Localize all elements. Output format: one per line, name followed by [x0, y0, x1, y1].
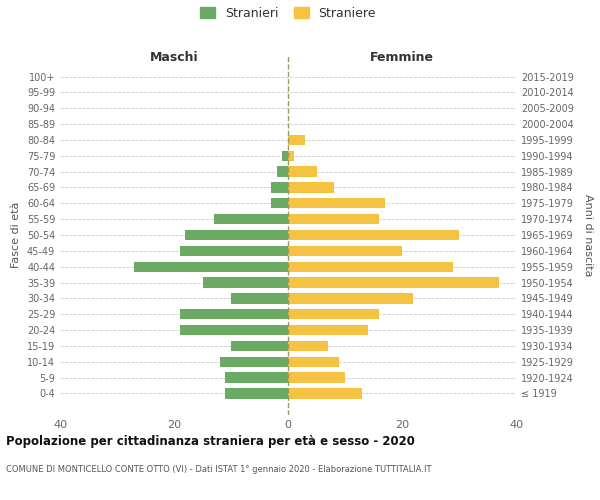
- Bar: [288, 182, 334, 192]
- Y-axis label: Fasce di età: Fasce di età: [11, 202, 21, 268]
- Bar: [288, 372, 345, 383]
- Bar: [288, 325, 368, 335]
- Bar: [271, 182, 288, 192]
- Bar: [180, 309, 288, 320]
- Bar: [288, 230, 459, 240]
- Bar: [288, 150, 294, 161]
- Text: Maschi: Maschi: [149, 51, 199, 64]
- Bar: [288, 198, 385, 208]
- Bar: [288, 135, 305, 145]
- Bar: [214, 214, 288, 224]
- Text: Femmine: Femmine: [370, 51, 434, 64]
- Bar: [185, 230, 288, 240]
- Bar: [220, 356, 288, 367]
- Bar: [288, 388, 362, 398]
- Bar: [231, 293, 288, 304]
- Bar: [180, 325, 288, 335]
- Bar: [180, 246, 288, 256]
- Text: Popolazione per cittadinanza straniera per età e sesso - 2020: Popolazione per cittadinanza straniera p…: [6, 435, 415, 448]
- Bar: [288, 166, 317, 177]
- Y-axis label: Anni di nascita: Anni di nascita: [583, 194, 593, 276]
- Bar: [226, 372, 288, 383]
- Bar: [288, 341, 328, 351]
- Bar: [271, 198, 288, 208]
- Bar: [288, 293, 413, 304]
- Bar: [288, 309, 379, 320]
- Bar: [283, 150, 288, 161]
- Bar: [231, 341, 288, 351]
- Bar: [288, 356, 340, 367]
- Bar: [288, 214, 379, 224]
- Bar: [277, 166, 288, 177]
- Bar: [226, 388, 288, 398]
- Text: COMUNE DI MONTICELLO CONTE OTTO (VI) - Dati ISTAT 1° gennaio 2020 - Elaborazione: COMUNE DI MONTICELLO CONTE OTTO (VI) - D…: [6, 465, 431, 474]
- Bar: [288, 246, 402, 256]
- Bar: [203, 278, 288, 287]
- Bar: [288, 278, 499, 287]
- Legend: Stranieri, Straniere: Stranieri, Straniere: [196, 3, 380, 24]
- Bar: [288, 262, 454, 272]
- Bar: [134, 262, 288, 272]
